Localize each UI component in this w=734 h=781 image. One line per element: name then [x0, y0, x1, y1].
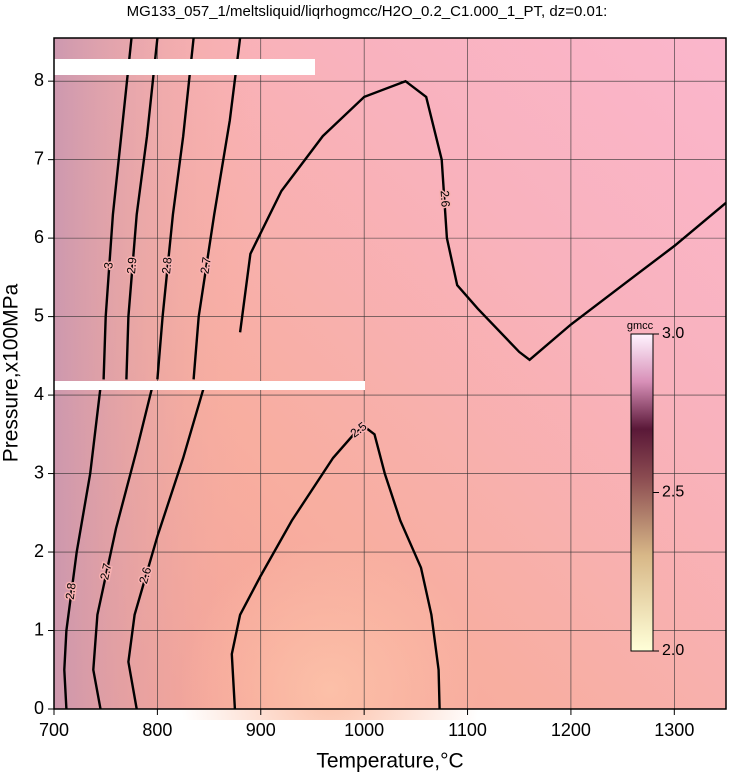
contour-label: 2.8: [159, 256, 175, 274]
x-axis-title: Temperature,°C: [316, 750, 463, 773]
y-tick-label: 1: [34, 619, 44, 639]
x-tick-label: 1300: [654, 720, 694, 740]
contour-line: [238, 79, 727, 362]
y-tick-label: 3: [34, 462, 44, 482]
contour-label: 2.7: [198, 256, 214, 275]
contour-label: 2.6: [136, 565, 154, 585]
colorbar-tick-label: 3.0: [662, 325, 684, 342]
colorbar: [630, 333, 654, 652]
chart-title: MG133_057_1/meltsliquid/liqrhogmcc/H2O_0…: [127, 3, 608, 20]
contour-line: [102, 37, 133, 380]
contour-label: 2.7: [97, 562, 114, 582]
contour-label: 2.8: [63, 582, 79, 601]
x-tick-label: 1000: [344, 720, 384, 740]
mask-band: [54, 59, 315, 75]
contour-line: [156, 37, 195, 380]
x-tick-label: 700: [39, 720, 69, 740]
contour-label: 2.6: [438, 190, 453, 208]
contour-line: [230, 424, 441, 710]
y-tick-label: 7: [34, 148, 44, 168]
mask-band: [54, 381, 365, 390]
x-tick-label: 900: [246, 720, 276, 740]
contour-line: [92, 386, 154, 710]
contour-line: [127, 386, 206, 710]
y-tick-label: 4: [34, 384, 44, 404]
x-tick-label: 1200: [551, 720, 591, 740]
colorbar-tick-label: 2.5: [662, 484, 684, 501]
plot-frame: [53, 37, 727, 710]
y-tick-label: 0: [34, 698, 44, 718]
y-axis-title: Pressure,x100MPa: [0, 283, 23, 462]
colorbar-label: gmcc: [627, 320, 654, 332]
contour-label: 3: [101, 261, 115, 269]
contour-line: [192, 37, 242, 380]
contour-line: [63, 387, 102, 710]
x-tick-label: 800: [142, 720, 172, 740]
x-tick-label: 1100: [448, 720, 487, 740]
plot-background: [54, 38, 726, 720]
contour-line: [125, 37, 159, 380]
y-tick-label: 5: [34, 305, 44, 325]
y-tick-label: 2: [34, 541, 44, 561]
y-tick-label: 6: [34, 227, 44, 247]
colorbar-tick-label: 2.0: [662, 642, 684, 659]
contour-label: 2.9: [124, 256, 139, 274]
y-tick-label: 8: [34, 70, 44, 90]
